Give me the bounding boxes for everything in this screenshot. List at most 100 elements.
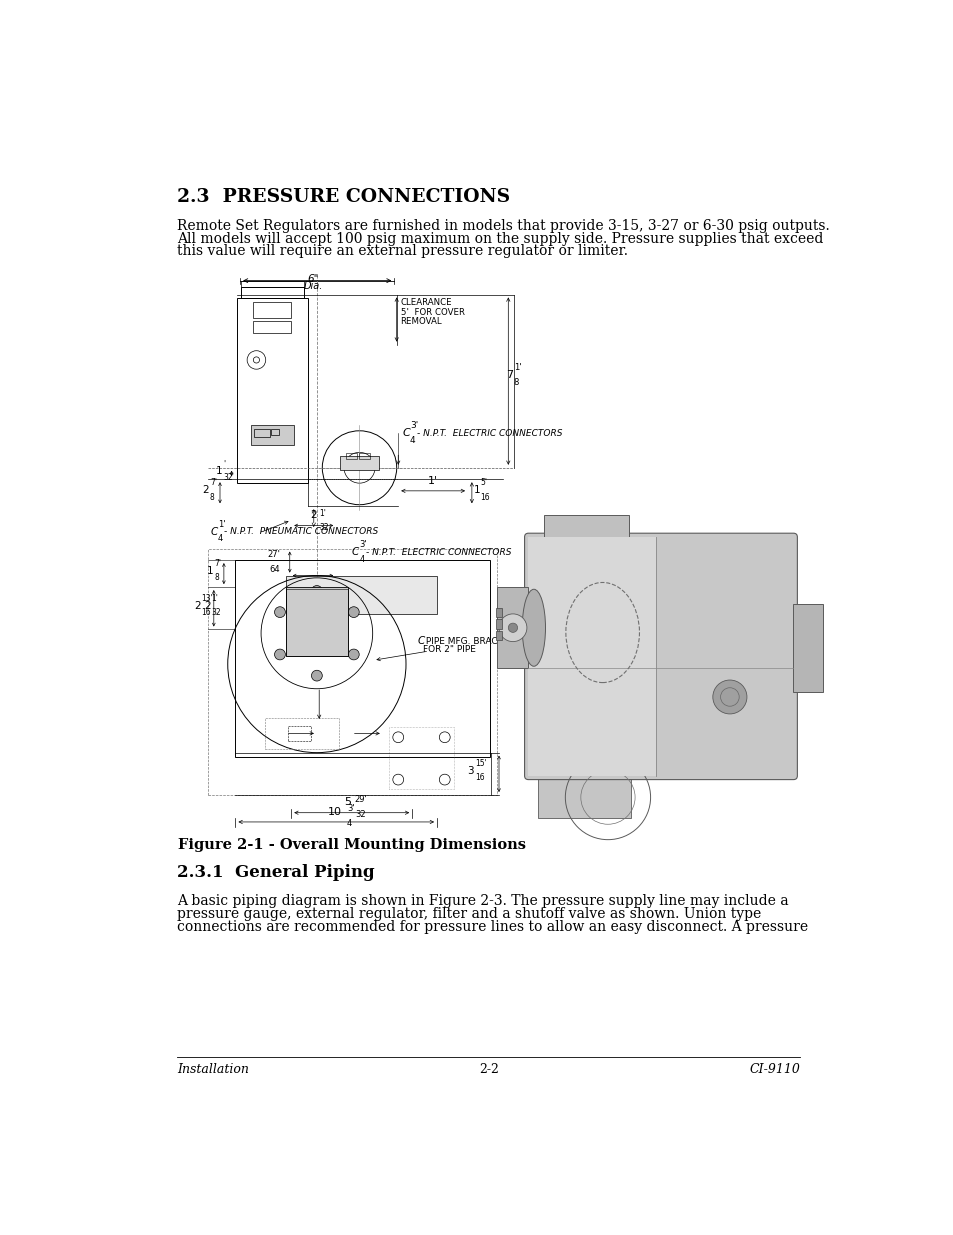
Text: 1': 1' (319, 509, 326, 517)
Bar (234, 561, 490, 757)
Text: C: C (211, 526, 217, 537)
Bar (271, 430, 278, 436)
Text: 2: 2 (202, 485, 209, 495)
Circle shape (274, 650, 285, 659)
Text: 15': 15' (475, 760, 486, 768)
Text: 5'  FOR COVER: 5' FOR COVER (400, 308, 464, 316)
Text: 2.3  PRESSURE CONNECTIONS: 2.3 PRESSURE CONNECTIONS (177, 188, 510, 206)
Text: 1': 1' (428, 477, 437, 487)
Text: All models will accept 100 psig maximum on the supply side. Pressure supplies th: All models will accept 100 psig maximum … (177, 232, 822, 246)
Text: 32: 32 (319, 524, 329, 532)
Text: ': ' (223, 459, 225, 468)
Text: Remote Set Regulators are furnished in models that provide 3-15, 3-27 or 6-30 ps: Remote Set Regulators are furnished in m… (177, 219, 829, 233)
Bar (241, 287, 304, 299)
Bar (265, 718, 338, 748)
Text: 16: 16 (480, 493, 490, 503)
Bar (543, 515, 629, 537)
Text: C: C (417, 636, 424, 646)
Circle shape (508, 624, 517, 632)
Text: 4: 4 (359, 555, 364, 563)
Bar (253, 303, 291, 317)
Text: 8: 8 (210, 493, 214, 503)
Bar (496, 608, 501, 618)
Text: 10: 10 (328, 806, 341, 816)
Bar (253, 430, 270, 437)
Bar (359, 453, 370, 459)
Text: 1: 1 (207, 566, 213, 576)
Bar (346, 453, 356, 459)
Bar (286, 589, 348, 656)
Bar (528, 537, 655, 776)
Text: connections are recommended for pressure lines to allow an easy disconnect. A pr: connections are recommended for pressure… (177, 920, 807, 934)
Bar (286, 587, 348, 656)
Bar (793, 604, 822, 693)
Text: 3': 3' (410, 421, 417, 430)
Text: 1: 1 (215, 466, 222, 475)
Bar (236, 299, 308, 483)
Ellipse shape (521, 589, 545, 666)
Text: 3': 3' (359, 541, 367, 550)
Circle shape (311, 671, 322, 680)
Text: 6": 6" (308, 274, 318, 284)
Text: 1': 1' (513, 363, 520, 372)
Text: C: C (402, 429, 410, 438)
Text: A basic piping diagram is shown in Figure 2-3. The pressure supply line may incl: A basic piping diagram is shown in Figur… (177, 894, 788, 908)
Text: - N.P.T.  PNEUMATIC CONNECTORS: - N.P.T. PNEUMATIC CONNECTORS (224, 527, 377, 536)
Text: 2: 2 (193, 600, 200, 610)
Text: 5: 5 (344, 798, 351, 808)
Bar (389, 727, 454, 789)
Circle shape (311, 585, 322, 597)
Text: Figure 2-1 - Overall Mounting Dimensions: Figure 2-1 - Overall Mounting Dimensions (177, 839, 525, 852)
Bar (288, 726, 311, 741)
Text: 4: 4 (217, 534, 223, 543)
Circle shape (303, 620, 331, 647)
Text: Dia.: Dia. (303, 280, 323, 290)
Text: - N.P.T.  ELECTRIC CONNECTORS: - N.P.T. ELECTRIC CONNECTORS (416, 429, 561, 437)
Bar (241, 282, 304, 287)
Text: 8: 8 (513, 378, 518, 387)
Text: 1: 1 (474, 485, 480, 495)
Text: 27': 27' (267, 551, 280, 559)
Bar (286, 576, 436, 614)
Text: FOR 2" PIPE: FOR 2" PIPE (422, 645, 476, 655)
Text: CLEARANCE: CLEARANCE (400, 299, 452, 308)
Text: 7': 7' (210, 478, 216, 487)
Text: this value will require an external pressure regulator or limiter.: this value will require an external pres… (177, 245, 628, 258)
Circle shape (274, 606, 285, 618)
Text: 1': 1' (217, 520, 225, 529)
Text: 2-2: 2-2 (478, 1063, 498, 1076)
Text: 29': 29' (355, 795, 367, 804)
Text: PIPE MFG. BRACKET: PIPE MFG. BRACKET (422, 636, 514, 646)
Circle shape (712, 680, 746, 714)
Bar (496, 631, 501, 640)
Text: 13': 13' (201, 594, 213, 603)
Text: 32: 32 (212, 608, 221, 618)
Text: Installation: Installation (177, 1063, 249, 1076)
Text: 7: 7 (505, 370, 513, 380)
Text: 5': 5' (480, 478, 487, 487)
Text: 7': 7' (214, 559, 221, 568)
Text: 64: 64 (270, 564, 280, 574)
Text: 16: 16 (475, 773, 484, 783)
Text: 4: 4 (347, 819, 352, 827)
Circle shape (311, 627, 323, 640)
Text: 8: 8 (214, 573, 219, 582)
Text: C: C (352, 547, 358, 557)
Text: REMOVAL: REMOVAL (400, 317, 442, 326)
Bar (496, 619, 501, 629)
Bar (208, 548, 497, 795)
Text: 32: 32 (223, 473, 233, 482)
Text: 1': 1' (212, 594, 218, 603)
Text: 32: 32 (355, 810, 365, 819)
Circle shape (348, 650, 359, 659)
Text: CI-9110: CI-9110 (749, 1063, 800, 1076)
Text: 3: 3 (467, 766, 474, 776)
Text: 2: 2 (204, 600, 211, 610)
Text: pressure gauge, external regulator, filter and a shutoff valve as shown. Union t: pressure gauge, external regulator, filt… (177, 906, 760, 920)
Circle shape (348, 606, 359, 618)
Bar (251, 425, 294, 445)
Bar (253, 321, 291, 333)
Text: - N.P.T.  ELECTRIC CONNECTORS: - N.P.T. ELECTRIC CONNECTORS (365, 548, 511, 557)
Bar (497, 587, 528, 668)
Text: 16: 16 (201, 608, 211, 618)
